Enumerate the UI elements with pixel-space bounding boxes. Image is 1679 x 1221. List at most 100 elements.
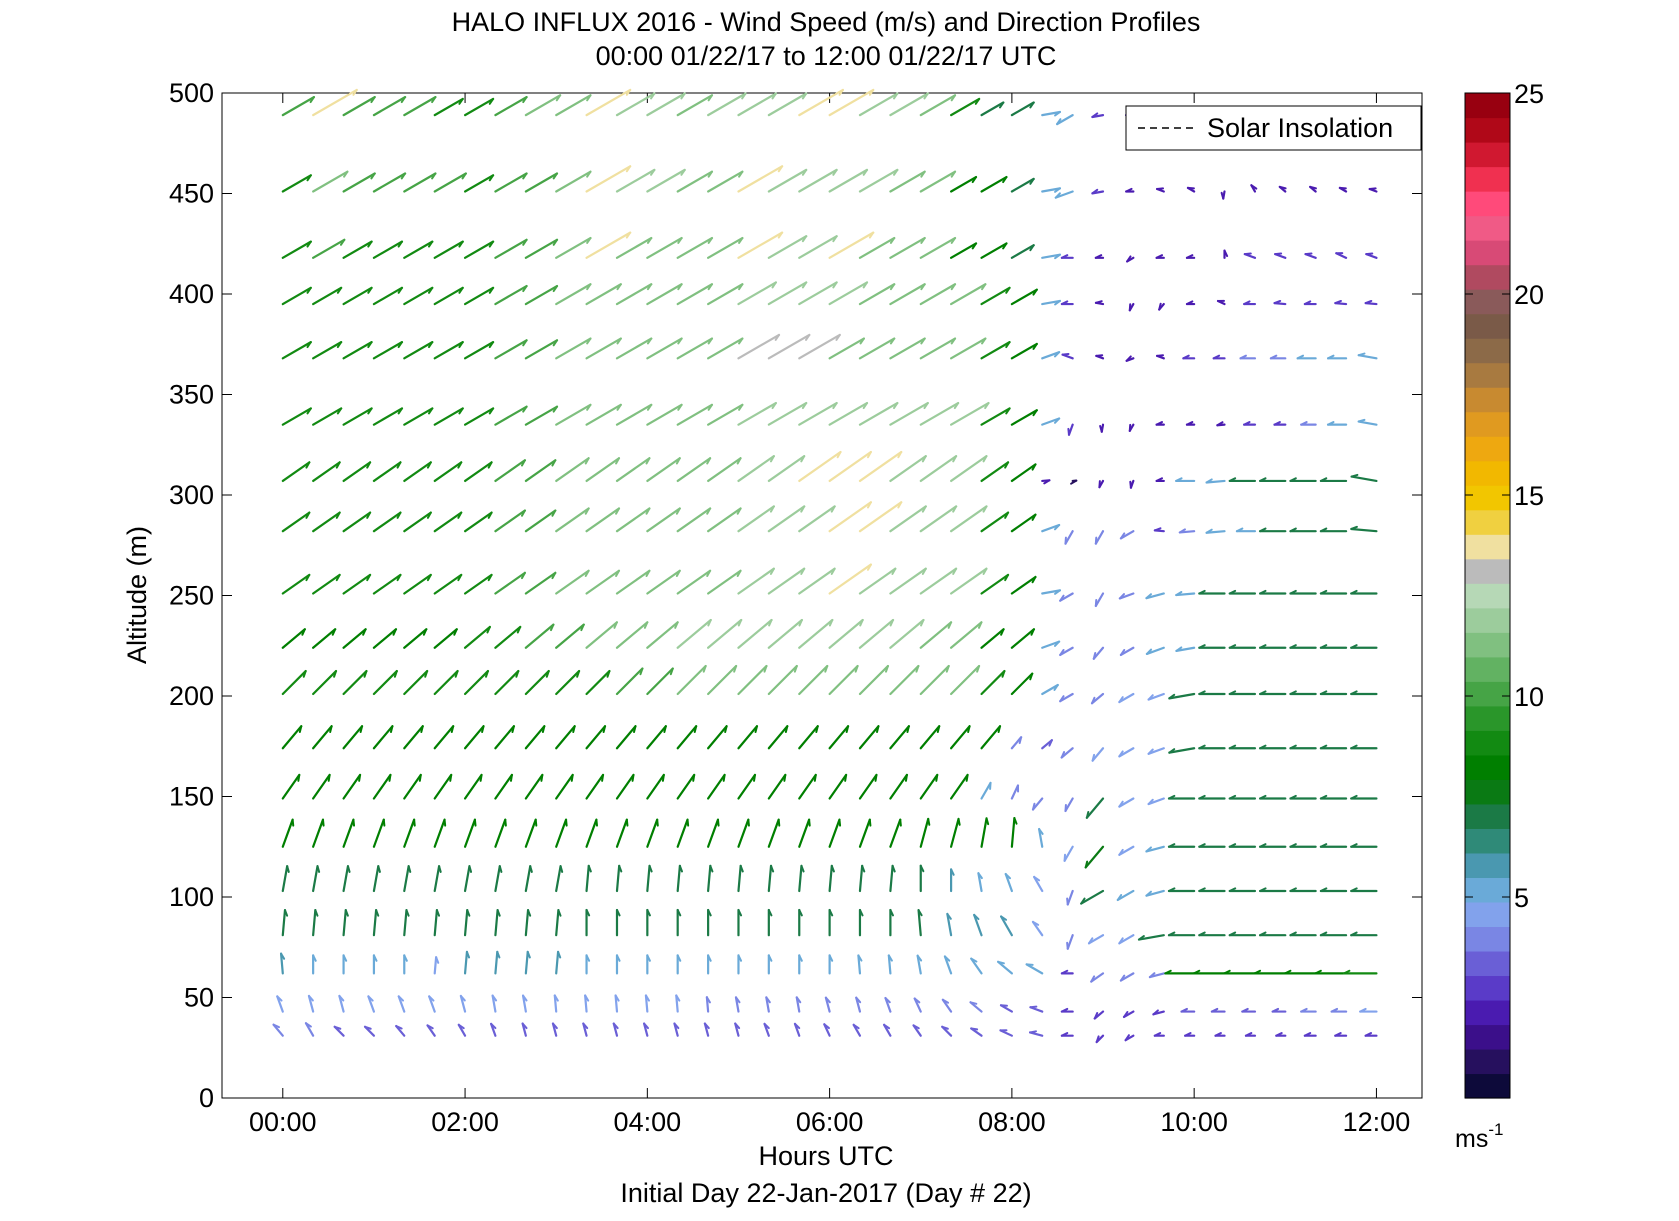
wind-arrow [1153,1010,1163,1014]
wind-arrow [1146,891,1163,896]
wind-arrow [708,94,745,116]
wind-arrow [313,775,330,799]
colorbar-band-9 [1465,853,1510,878]
y-tick-label-3: 150 [169,782,214,812]
wind-arrow [830,666,858,694]
wind-arrow [1030,1007,1042,1012]
wind-arrow [1321,796,1346,799]
x-tick-label-5: 10:00 [1160,1107,1228,1137]
wind-arrow [344,97,375,115]
wind-arrow [587,910,590,935]
wind-arrow [617,458,649,481]
wind-arrow [982,103,1004,116]
wind-arrow [1119,935,1133,943]
wind-arrow [465,820,475,847]
wind-arrow [374,513,401,532]
wind-arrow [374,342,402,358]
wind-arrow [335,1027,344,1036]
wind-arrow [1230,888,1255,891]
wind-arrow [769,866,773,891]
wind-arrow [1301,422,1315,425]
wind-arrow [617,820,627,847]
wind-arrow [769,955,772,973]
wind-arrow [1305,254,1315,258]
wind-arrow [982,575,1009,594]
wind-arrow [374,910,378,935]
wind-arrow [283,726,302,748]
wind-arrow [495,820,505,847]
wind-arrow [1012,179,1034,192]
colorbar-band-19 [1465,608,1510,633]
wind-arrow [1042,590,1060,594]
wind-arrow [1199,844,1224,847]
wind-arrow [1062,971,1073,974]
wind-arrow [1321,691,1346,694]
wind-arrow [344,955,347,973]
wind-arrow [313,671,336,694]
wind-arrow [1321,888,1346,891]
wind-arrow [951,775,968,799]
wind-arrow [283,408,311,424]
wind-arrow [705,1024,709,1036]
wind-arrow [860,910,863,935]
wind-arrow [404,671,427,694]
wind-arrow [1157,255,1164,258]
wind-arrow [556,284,590,304]
wind-arrow [1067,891,1073,905]
colorbar-band-11 [1465,804,1510,829]
wind-arrow [708,866,712,891]
wind-arrow [890,820,900,847]
wind-arrow [678,172,712,192]
wind-arrow [1260,645,1285,648]
wind-arrow [647,820,657,847]
wind-arrow [1155,528,1164,531]
wind-arrow [951,284,985,304]
wind-arrow [1260,591,1285,594]
wind-arrow [1199,591,1224,594]
wind-arrow [676,995,679,1011]
wind-arrow [556,866,562,891]
wind-arrow [495,910,499,935]
x-tick-label-0: 00:00 [249,1107,317,1137]
wind-arrow [921,284,955,304]
wind-arrow [1305,301,1316,304]
wind-arrow [1169,694,1194,698]
wind-arrow [587,955,590,973]
wind-arrow [1218,301,1225,304]
colorbar-gradient [1465,93,1510,1099]
wind-arrow [435,462,462,481]
wind-arrow [1096,593,1103,605]
wind-arrow [461,996,465,1012]
wind-arrow [971,1028,981,1035]
wind-arrow [1351,645,1376,648]
wind-arrow [495,573,524,594]
wind-arrow [1290,796,1315,799]
wind-arrow [1146,593,1163,598]
wind-arrow [1230,933,1255,936]
wind-arrow [404,575,431,594]
wind-arrow [313,910,317,935]
wind-arrow [797,997,801,1011]
y-tick-label-9: 450 [169,179,214,209]
wind-arrow [647,339,681,359]
wind-arrow [1042,525,1059,531]
wind-arrow [1366,301,1377,304]
wind-arrow [374,173,405,191]
x-tick-label-3: 06:00 [796,1107,864,1137]
wind-arrow [1093,748,1103,760]
wind-arrow [826,998,830,1012]
wind-arrow [404,288,432,304]
wind-arrow [951,177,976,191]
wind-arrow [1169,888,1194,891]
wind-arrow [1351,591,1376,594]
wind-arrow [1012,344,1037,358]
wind-arrow [1290,591,1315,594]
wind-arrow [274,1025,283,1036]
colorbar-band-39 [1465,118,1510,143]
wind-arrow [374,575,401,594]
wind-arrow [465,242,493,258]
wind-arrow [283,462,310,481]
wind-arrow [982,177,1007,191]
